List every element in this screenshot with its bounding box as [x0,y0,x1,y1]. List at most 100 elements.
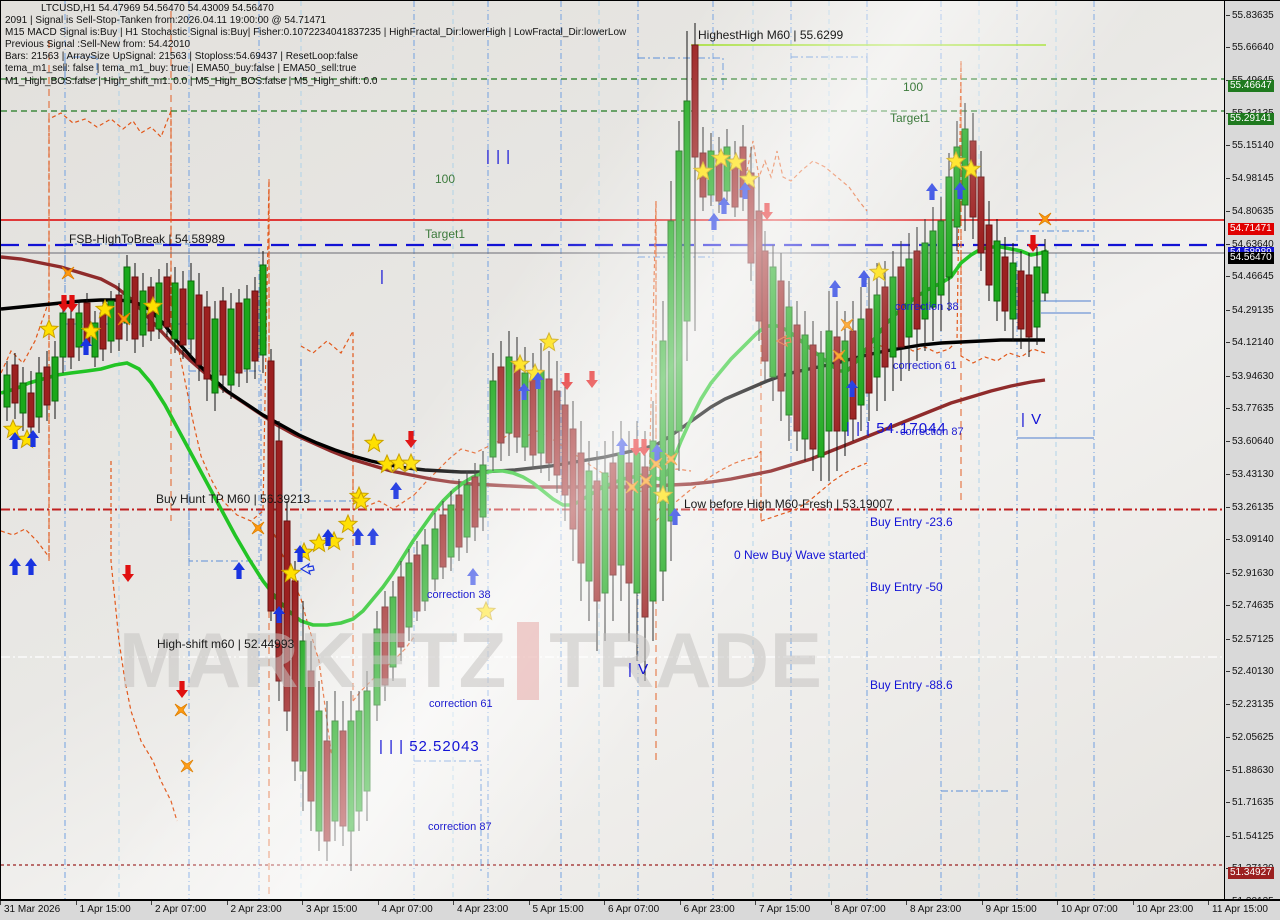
buy-hunt-tp-label: Buy Hunt TP M60 | 56.39213 [156,492,311,506]
info-line-1: M15 MACD Signal is:Buy | H1 Stochastic S… [5,27,627,39]
time-tick-label: 11 Apr 15:00 [1212,904,1268,915]
price-tick-mark [1226,572,1230,574]
hollow-arrow-icon [299,562,315,576]
time-tick-label: 8 Apr 07:00 [834,904,886,915]
price-tick-mark [1226,408,1230,410]
time-tick-label: 4 Apr 07:00 [381,904,433,915]
price-tick-label: 54.63640 [1232,238,1274,250]
time-tick-mark [151,901,152,905]
price-tick: 54.98145 [1225,173,1280,184]
price-tick: 53.09140 [1225,534,1280,545]
price-tick: 51.54125 [1225,831,1280,842]
time-tick-label: 2 Apr 23:00 [230,904,282,915]
info-line-5: M1_High_BOS:false | High_shift_m1: 0.0 |… [5,75,378,87]
price-tick-mark [1226,605,1230,607]
price-tick-label: 51.88630 [1232,764,1274,776]
price-tick: 53.26135 [1225,502,1280,513]
price-tick: 52.74635 [1225,600,1280,611]
price-tick-mark [1226,211,1230,213]
price-tick-label: 51.71635 [1232,797,1274,809]
session-separators-secondary [118,1,1057,899]
price-tick: 52.05625 [1225,732,1280,743]
time-tick-label: 2 Apr 07:00 [155,904,207,915]
price-tick-label: 53.77635 [1232,403,1274,415]
price-tick: 53.94630 [1225,371,1280,382]
wave-4-right: | V [1021,411,1043,428]
price-tick-label: 51.54125 [1232,830,1274,842]
correction-61-right: correction 61 [893,360,957,372]
time-tick-label: 6 Apr 07:00 [608,904,660,915]
price-tick: 54.63640 [1225,239,1280,250]
price-tick: 54.46645 [1225,271,1280,282]
time-tick-label: 8 Apr 23:00 [910,904,962,915]
highest-high-label: HighestHigh M60 | 55.6299 [698,28,844,42]
low-before-high-label: Low before High M60-Fresh | 53.19007 [684,497,893,511]
info-line-4: tema_m1_sell: false | tema_m1_buy: true … [5,63,357,75]
session-separators [64,1,1095,899]
price-tick: 52.23135 [1225,699,1280,710]
chart-plot-svg [1,1,1224,899]
time-tick-mark [830,901,832,905]
price-badge-stop-line[interactable]: 54.71471 [1228,223,1274,236]
fsb-high-to-break-label: FSB-HighToBreak | 54.58989 [69,232,225,246]
price-badge-last-price[interactable]: 54.56470 [1228,252,1274,265]
time-tick-mark [226,901,228,905]
price-scale[interactable]: 55.8363555.6664055.4964555.3213555.15140… [1224,0,1280,907]
price-tick-label: 52.23135 [1232,698,1274,710]
price-tick-label: 54.80635 [1232,206,1274,218]
price-badge-target-upper[interactable]: 55.46647 [1228,79,1274,92]
level100-left-label: 100 [435,172,456,186]
time-tick-mark [377,901,379,905]
price-tick: 52.40130 [1225,666,1280,677]
time-scale[interactable]: 31 Mar 2026 1 Apr 15:00 2 Apr 07:00 2 Apr 2… [0,900,1280,920]
time-tick-mark [75,901,77,905]
price-tick-mark [1226,47,1230,49]
price-tick-mark [1226,375,1230,377]
target1-left-label: Target1 [425,227,466,241]
price-tick-mark [1226,177,1230,179]
price-tick-label: 55.15140 [1232,140,1274,152]
price-badge-low-line[interactable]: 51.34927 [1228,866,1274,879]
correction-87-left: correction 87 [428,821,492,833]
price-tick-mark [1226,835,1230,837]
time-tick-mark [528,901,530,905]
time-tick-mark [1132,901,1134,905]
price-tick: 55.15140 [1225,140,1280,151]
wave-4-mid: | V [628,661,650,678]
time-tick-mark [679,901,681,905]
time-tick-mark [0,901,1,905]
price-tick: 55.66640 [1225,42,1280,53]
correction-38-right: correction 38 [895,301,959,313]
buy-entry-50-label: Buy Entry -50 [870,580,943,594]
price-tick: 52.57125 [1225,634,1280,645]
time-tick-label: 4 Apr 23:00 [457,904,509,915]
time-tick-label: 5 Apr 15:00 [532,904,584,915]
price-tick-mark [1226,342,1230,344]
price-tick-label: 53.09140 [1232,534,1274,546]
time-tick-mark [302,901,303,905]
info-line-0: 2091 | Signal is Sell-Stop-Tanken from:2… [5,15,327,27]
wave-3-right: | | | 54.17044 [846,420,947,437]
price-tick-label: 52.40130 [1232,666,1274,678]
price-tick-mark [1226,769,1230,771]
price-tick-mark [1226,145,1230,147]
level100-right-label: 100 [903,80,924,94]
info-line-3: Bars: 21563 | ArraySize UpSignal: 21563 … [5,51,359,63]
price-tick-mark [1226,309,1230,311]
chart-info-block: LTCUSD,H1 54.47969 54.56470 54.43009 54.… [5,3,626,88]
time-tick-label: 6 Apr 23:00 [683,904,735,915]
price-tick: 53.43130 [1225,469,1280,480]
price-tick-label: 54.12140 [1232,337,1274,349]
correction-38-left: correction 38 [427,589,491,601]
price-tick-label: 52.74635 [1232,600,1274,612]
wave-3-left: | | | 52.52043 [379,738,480,755]
time-tick-mark [1208,901,1209,905]
price-tick-label: 55.66640 [1232,42,1274,54]
chart-canvas[interactable]: MARKETZ TRADE [0,0,1224,900]
price-tick-label: 52.91630 [1232,567,1274,579]
price-tick: 54.80635 [1225,206,1280,217]
price-tick-label: 55.83635 [1232,9,1274,21]
price-tick-label: 54.46645 [1232,271,1274,283]
price-badge-target-lower[interactable]: 55.29141 [1228,113,1274,126]
time-tick-mark [1057,901,1058,905]
